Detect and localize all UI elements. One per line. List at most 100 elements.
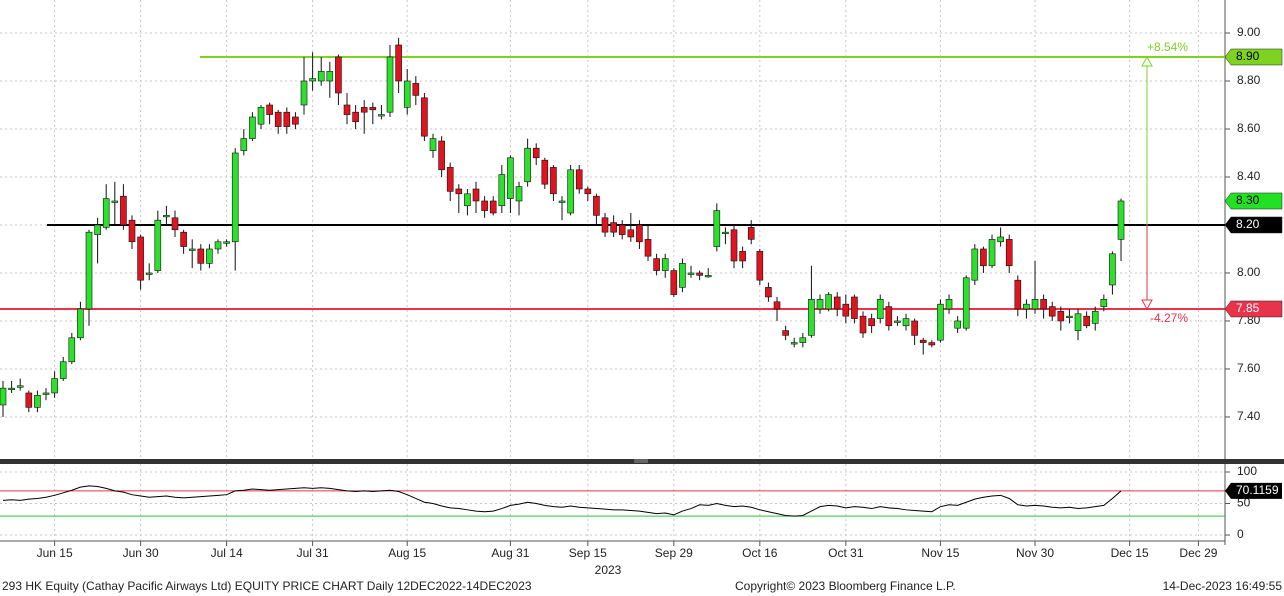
- candle-body: [1109, 253, 1116, 286]
- price-tag-label: 8.90: [1236, 49, 1260, 63]
- candle-body: [790, 342, 798, 345]
- candle-body: [765, 287, 772, 298]
- candle-body: [670, 270, 678, 295]
- candle-body: [928, 342, 936, 346]
- candle-body: [343, 104, 351, 115]
- footer-center: Copyright© 2023 Bloomberg Finance L.P.: [735, 579, 956, 593]
- x-tick-label: Aug 15: [388, 546, 426, 560]
- change-label: -4.27%: [1150, 311, 1188, 325]
- change-label: +8.54%: [1147, 40, 1188, 54]
- candle-body: [0, 387, 7, 406]
- candle-body: [438, 140, 445, 171]
- candle-body: [94, 224, 101, 235]
- x-tick-label: Sep 15: [569, 546, 607, 560]
- candle-body: [661, 258, 669, 271]
- candle-body: [85, 231, 93, 310]
- candle-body: [894, 320, 901, 323]
- candle-body: [859, 315, 867, 334]
- candle-body: [782, 330, 789, 336]
- candle-body: [360, 107, 368, 113]
- candle-body: [722, 231, 729, 234]
- candle-body: [618, 224, 626, 235]
- candle-body: [421, 97, 428, 137]
- x-tick-label: Jun 30: [123, 546, 159, 560]
- candle-body: [335, 56, 342, 94]
- candle-body: [145, 272, 153, 275]
- divider-grip: [634, 459, 648, 463]
- candle-body: [902, 318, 910, 327]
- candle-body: [472, 188, 480, 202]
- candle-body: [1100, 299, 1108, 307]
- y-tick-label: 0: [1237, 527, 1244, 541]
- candle-body: [567, 169, 574, 214]
- candle-body: [403, 80, 411, 108]
- x-tick-label: Aug 31: [491, 546, 529, 560]
- footer-right: 14-Dec-2023 16:49:55: [1163, 579, 1283, 593]
- y-tick-label: 100: [1237, 464, 1257, 478]
- candle-body: [378, 114, 385, 117]
- candle-body: [842, 303, 850, 317]
- candle-body: [868, 318, 875, 327]
- candle-body: [1023, 303, 1030, 310]
- candle-body: [300, 80, 308, 106]
- price-tag-label: 8.20: [1236, 217, 1260, 231]
- candle-body: [696, 272, 703, 276]
- candle-body: [532, 147, 540, 159]
- footer-left: 293 HK Equity (Cathay Pacific Airways Lt…: [2, 579, 532, 593]
- candle-body: [1074, 313, 1082, 331]
- change-arrowhead: [1141, 55, 1153, 67]
- candle-body: [851, 296, 858, 319]
- candle-body: [1005, 239, 1013, 267]
- candle-body: [34, 395, 41, 408]
- candle-body: [1057, 311, 1065, 322]
- candle-body: [51, 378, 58, 394]
- candle-body: [206, 248, 213, 264]
- x-sublabel: 2023: [595, 563, 622, 577]
- candle-body: [240, 138, 248, 151]
- candle-body: [713, 210, 721, 247]
- candle-body: [489, 200, 497, 214]
- candle-body: [515, 186, 523, 202]
- candle-body: [188, 248, 196, 251]
- candle-body: [799, 337, 807, 343]
- candle-body: [1048, 306, 1056, 317]
- rsi-tag-label: 70.1159: [1236, 483, 1279, 497]
- candle-body: [988, 239, 996, 267]
- y-tick-label: 7.40: [1237, 409, 1261, 423]
- y-tick-label: 8.40: [1237, 169, 1261, 183]
- candle-body: [653, 258, 660, 271]
- candle-body: [395, 44, 402, 82]
- candle-body: [498, 174, 506, 207]
- candle-body: [154, 219, 162, 271]
- candle-body: [77, 308, 84, 339]
- candle-body: [584, 188, 592, 195]
- candle-body: [610, 222, 617, 233]
- candle-body: [369, 107, 377, 111]
- candle-body: [309, 78, 316, 82]
- x-tick-label: Dec 15: [1111, 546, 1149, 560]
- candle-body: [833, 296, 841, 310]
- candle-body: [68, 337, 76, 363]
- candle-body: [541, 159, 549, 185]
- candle-body: [575, 169, 583, 190]
- candle-body: [42, 392, 50, 395]
- x-tick-label: Nov 30: [1016, 546, 1054, 560]
- candle-body: [816, 299, 824, 310]
- candle-body: [197, 248, 205, 264]
- x-tick-label: Nov 15: [921, 546, 959, 560]
- candle-body: [120, 195, 127, 226]
- candle-body: [507, 157, 514, 199]
- y-tick-label: 8.00: [1237, 265, 1261, 279]
- candle-body: [128, 219, 136, 243]
- candle-body: [601, 217, 609, 233]
- x-tick-label: Sep 29: [655, 546, 693, 560]
- candle-body: [16, 385, 24, 388]
- x-tick-label: Oct 16: [742, 546, 778, 560]
- change-arrowhead: [1141, 299, 1153, 311]
- x-tick-label: Dec 29: [1179, 546, 1217, 560]
- candle-body: [627, 229, 635, 238]
- y-tick-label: 9.00: [1237, 25, 1261, 39]
- candle-body: [773, 301, 781, 310]
- candle-body: [223, 241, 230, 244]
